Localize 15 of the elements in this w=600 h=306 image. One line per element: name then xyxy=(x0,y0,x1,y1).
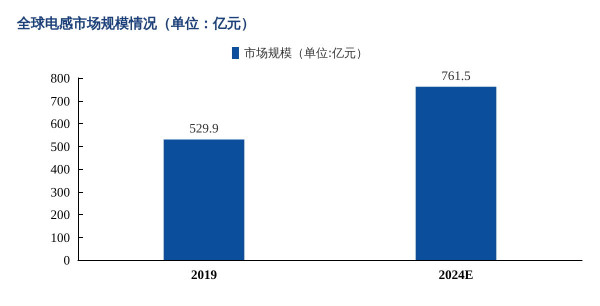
x-tick-label: 2024E xyxy=(438,267,474,282)
chart-title: 全球电感市场规模情况（单位：亿元） xyxy=(16,15,255,32)
legend-label: 市场规模（单位:亿元） xyxy=(244,46,368,60)
y-tick-label: 700 xyxy=(50,93,70,108)
y-tick-label: 200 xyxy=(50,207,70,222)
y-tick-label: 600 xyxy=(50,116,70,131)
y-tick-label: 100 xyxy=(50,230,70,245)
y-tick-label: 0 xyxy=(64,252,70,268)
data-label: 529.9 xyxy=(189,120,219,136)
y-tick-label: 800 xyxy=(50,70,70,86)
y-tick-label: 300 xyxy=(50,184,70,200)
data-label: 761.5 xyxy=(441,68,471,83)
x-tick-label: 2019 xyxy=(191,267,218,282)
y-tick-label: 400 xyxy=(50,162,70,176)
y-tick-label: 500 xyxy=(50,138,70,154)
